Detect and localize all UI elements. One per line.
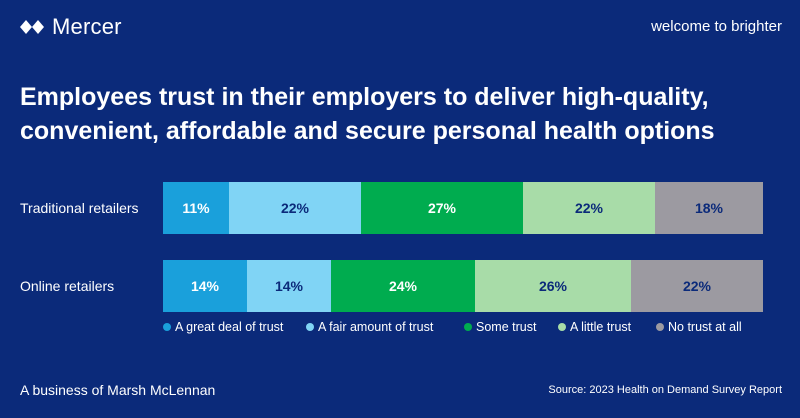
bar-segment <box>361 182 523 234</box>
data-label: 11% <box>182 200 210 216</box>
bar-segment <box>163 182 229 234</box>
legend-swatch <box>558 323 566 331</box>
data-label: 14% <box>191 278 220 294</box>
headline: Employees trust in their employers to de… <box>20 80 780 148</box>
headline-line-2: convenient, affordable and secure person… <box>20 117 715 145</box>
legend-label: A little trust <box>570 320 632 334</box>
category-label: Traditional retailers <box>20 200 139 216</box>
data-label: 22% <box>281 200 310 216</box>
data-label: 14% <box>275 278 304 294</box>
mercer-logo: Mercer <box>20 14 122 40</box>
legend-swatch <box>656 323 664 331</box>
brand-name: Mercer <box>52 14 122 39</box>
bar-segment <box>523 182 655 234</box>
bar-segment <box>229 182 361 234</box>
legend-swatch <box>464 323 472 331</box>
bar-segment <box>631 260 763 312</box>
legend-label: No trust at all <box>668 320 742 334</box>
mercer-logo-icon <box>20 20 44 34</box>
category-label: Online retailers <box>20 278 114 294</box>
legend-swatch <box>163 323 171 331</box>
legend-label: A great deal of trust <box>175 320 284 334</box>
bar-segment <box>247 260 331 312</box>
legend-swatch <box>306 323 314 331</box>
brand-tagline: welcome to brighter <box>651 18 782 35</box>
footer-attribution: A business of Marsh McLennan <box>20 382 216 398</box>
bar-segment <box>655 182 763 234</box>
bar-segment <box>475 260 631 312</box>
data-label: 22% <box>683 278 712 294</box>
data-label: 26% <box>539 278 568 294</box>
legend-label: Some trust <box>476 320 537 334</box>
bar-segment <box>163 260 247 312</box>
footer-source: Source: 2023 Health on Demand Survey Rep… <box>548 384 782 396</box>
data-label: 27% <box>428 200 457 216</box>
data-label: 18% <box>695 200 724 216</box>
data-label: 24% <box>389 278 418 294</box>
headline-line-1: Employees trust in their employers to de… <box>20 83 709 111</box>
stacked-bar-chart: Traditional retailers 11% 22% 27% 22% 18% Onli… <box>20 182 763 334</box>
legend-label: A fair amount of trust <box>318 320 434 334</box>
data-label: 22% <box>575 200 604 216</box>
bar-segment <box>331 260 475 312</box>
